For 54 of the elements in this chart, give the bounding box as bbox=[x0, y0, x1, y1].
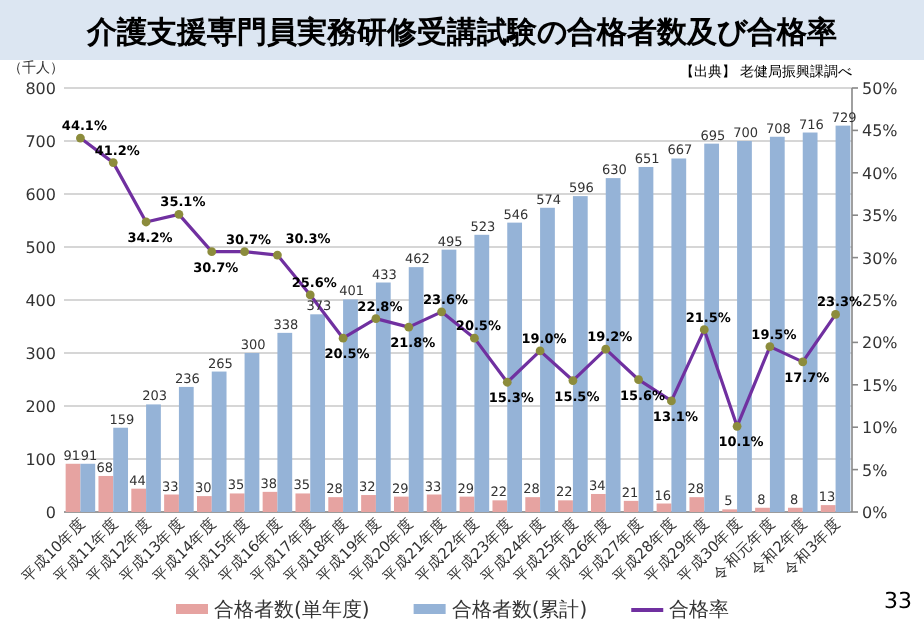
bar bbox=[277, 332, 293, 512]
bar bbox=[244, 353, 260, 512]
bar bbox=[164, 494, 179, 512]
bar bbox=[393, 496, 409, 512]
legend-label: 合格率 bbox=[669, 598, 730, 622]
y-tick-label: 700 bbox=[25, 133, 56, 151]
bar bbox=[211, 371, 227, 512]
y-tick-label: 400 bbox=[25, 292, 56, 310]
bar bbox=[361, 495, 376, 512]
y2-tick-label: 20% bbox=[862, 334, 899, 353]
bar bbox=[295, 493, 311, 512]
y2-tick-label: 45% bbox=[862, 122, 899, 141]
bar bbox=[558, 500, 573, 512]
bar bbox=[131, 488, 147, 512]
y-tick-label: 600 bbox=[25, 186, 56, 204]
legend-label: 合格者数(単年度) bbox=[214, 598, 370, 622]
y2-tick-label: 25% bbox=[862, 292, 899, 310]
bar bbox=[459, 496, 475, 512]
y2-tick-label: 40% bbox=[862, 164, 899, 183]
bar bbox=[525, 497, 541, 512]
bar bbox=[492, 500, 508, 512]
bar bbox=[65, 463, 81, 512]
y2-tick-label: 15% bbox=[862, 376, 899, 395]
bar bbox=[196, 496, 212, 512]
bar bbox=[426, 494, 442, 512]
y-tick-label: 100 bbox=[25, 451, 56, 469]
y2-tick-label: 0% bbox=[862, 504, 889, 522]
chart-title: 介護支援専門員実務研修受講試験の合格者数及び合格率 bbox=[85, 14, 837, 50]
bar bbox=[623, 500, 639, 512]
y-tick-label: 0 bbox=[45, 504, 56, 522]
bar bbox=[98, 475, 114, 512]
bar bbox=[229, 493, 245, 512]
y2-tick-label: 5% bbox=[862, 461, 889, 480]
y2-tick-label: 35% bbox=[862, 207, 899, 226]
y-tick-label: 500 bbox=[25, 239, 56, 257]
y-tick-label: 800 bbox=[25, 80, 56, 98]
bar bbox=[328, 497, 344, 512]
y-tick-label: 200 bbox=[25, 398, 56, 416]
y2-tick-label: 30% bbox=[862, 249, 899, 268]
legend-label: 合格者数(累計) bbox=[451, 598, 588, 622]
bar bbox=[178, 386, 194, 512]
bar bbox=[689, 497, 705, 512]
bar bbox=[310, 314, 326, 512]
bar bbox=[80, 463, 96, 512]
bar bbox=[113, 427, 129, 512]
bar bbox=[146, 404, 161, 512]
y2-tick-label: 10% bbox=[862, 419, 899, 438]
text: 33 bbox=[884, 588, 912, 614]
bar bbox=[820, 505, 836, 512]
bar bbox=[262, 491, 278, 512]
y2-tick-label: 50% bbox=[862, 80, 899, 98]
bar bbox=[656, 503, 672, 512]
y-tick-label: 300 bbox=[25, 345, 56, 363]
bar bbox=[590, 493, 606, 512]
